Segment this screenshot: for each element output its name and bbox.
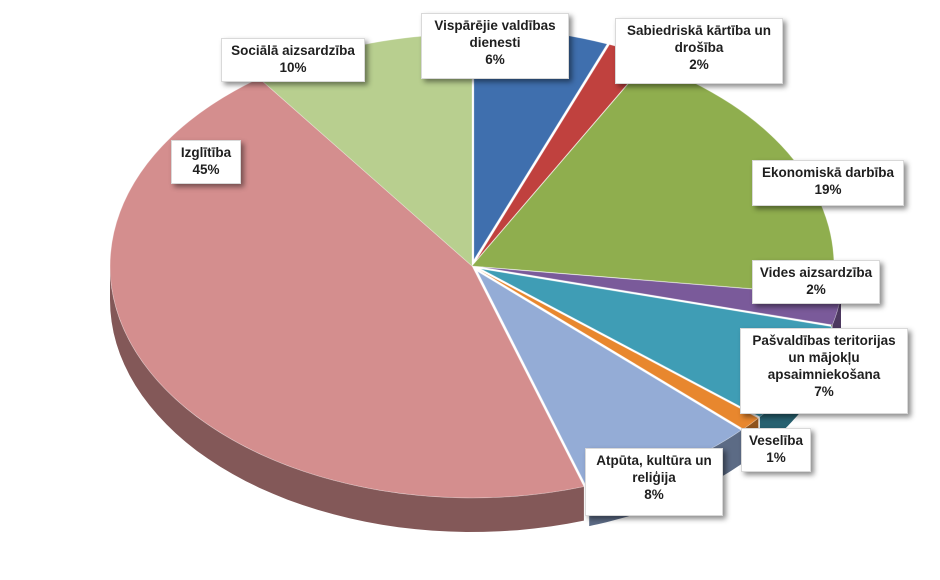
slice-label-text: Atpūta, kultūra un reliģija (596, 453, 712, 485)
data-label-social-protection: Sociālā aizsardzība 10% (221, 38, 365, 82)
slice-label-text: Vides aizsardzība (759, 265, 873, 280)
slice-percent-text: 7% (814, 384, 834, 399)
slice-percent-text: 10% (279, 60, 307, 75)
slice-label-text: Veselība (748, 433, 804, 448)
data-label-public-order: Sabiedriskā kārtība un drošība 2% (615, 18, 783, 84)
slice-label-text: Ekonomiskā darbība (761, 165, 895, 180)
data-label-recreation: Atpūta, kultūra un reliģija 8% (585, 448, 723, 516)
pie-top-faces (109, 27, 842, 499)
slice-label-text: Izglītība (180, 145, 232, 160)
slice-percent-text: 2% (689, 57, 709, 72)
data-label-economic-affairs: Ekonomiskā darbība 19% (752, 160, 904, 206)
slice-percent-text: 6% (485, 52, 505, 67)
data-label-housing: Pašvaldības teritorijas un mājokļu apsai… (740, 328, 908, 414)
data-label-health: Veselība 1% (741, 428, 811, 472)
slice-side-izglitiba (110, 266, 584, 532)
data-label-environment: Vides aizsardzība 2% (752, 260, 880, 304)
slice-percent-text: 1% (766, 450, 786, 465)
data-label-education: Izglītība 45% (171, 140, 241, 184)
slice-percent-text: 45% (192, 162, 220, 177)
slice-label-text: Pašvaldības teritorijas un mājokļu apsai… (752, 333, 896, 382)
slice-percent-text: 2% (806, 282, 826, 297)
slice-percent-text: 8% (644, 487, 664, 502)
slice-percent-text: 19% (814, 182, 842, 197)
slice-label-text: Sociālā aizsardzība (231, 43, 355, 58)
slice-label-text: Sabiedriskā kārtība un drošība (626, 23, 772, 55)
slice-label-text: Vispārējie valdības dienesti (434, 18, 556, 50)
data-label-general-government: Vispārējie valdības dienesti 6% (421, 13, 569, 79)
